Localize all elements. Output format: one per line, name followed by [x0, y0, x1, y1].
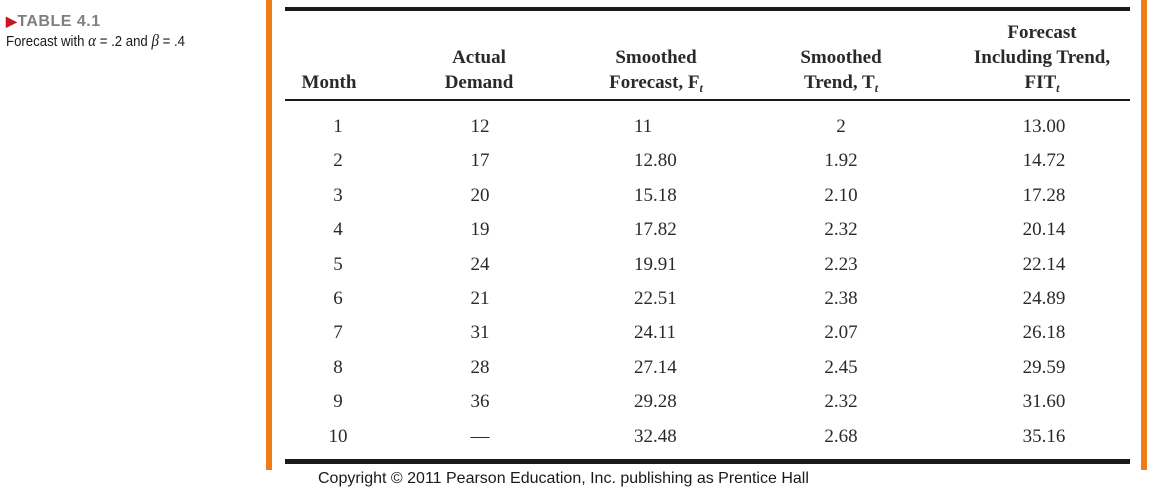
cell-trend: 2.32	[824, 391, 858, 413]
frame-left-border	[266, 0, 272, 470]
table-row: 4 19 17.82 2.32 20.14	[0, 213, 1153, 247]
cell-forecast: 12.80	[634, 150, 677, 172]
cell-trend: 2.07	[824, 322, 858, 344]
cell-trend: 2	[836, 116, 846, 137]
cell-trend: 1.92	[824, 150, 858, 172]
table-row: 5 24 19.91 2.23 22.14	[0, 248, 1153, 282]
cell-forecast: 15.18	[634, 184, 677, 206]
table-row: 2 17 12.80 1.92 14.72	[0, 144, 1153, 178]
cell-trend: 2.10	[824, 184, 858, 206]
cell-demand: 20	[470, 184, 490, 206]
cell-trend: 2.45	[824, 356, 858, 378]
cell-trend: 2.23	[824, 253, 858, 275]
cell-trend: 2.32	[824, 219, 858, 241]
cell-month: 10	[328, 425, 348, 447]
table-label: ▶TABLE 4.1	[6, 12, 209, 31]
cell-fit: 14.72	[1022, 150, 1066, 172]
cell-forecast: 19.91	[634, 253, 677, 275]
header-forecast-line1: Smoothed	[615, 47, 697, 68]
alpha-value: = .2 and	[96, 33, 152, 50]
cell-fit: 29.59	[1022, 356, 1066, 378]
table-top-rule	[285, 7, 1130, 11]
cell-forecast: 17.82	[634, 219, 677, 241]
header-forecast-subscript: t	[699, 81, 703, 95]
frame-right-border	[1141, 0, 1147, 470]
cell-demand: 24	[470, 253, 490, 275]
cell-fit: 31.60	[1022, 391, 1066, 413]
cell-forecast: 32.48	[634, 425, 677, 447]
cell-month: 4	[333, 219, 343, 241]
cell-fit: 35.16	[1022, 425, 1066, 447]
header-demand-line1: Actual	[452, 47, 506, 68]
header-trend-line2: Trend, Tt	[770, 70, 912, 95]
table-row: 7 31 24.11 2.07 26.18	[0, 316, 1153, 350]
cell-month: 8	[333, 356, 343, 378]
cell-demand: 31	[470, 322, 490, 344]
beta-symbol: β	[151, 31, 159, 50]
table-caption: ▶TABLE 4.1 Forecast with α = .2 and β = …	[6, 12, 209, 51]
header-month: Month	[286, 70, 372, 95]
cell-month: 1	[333, 116, 343, 137]
alpha-symbol: α	[88, 31, 97, 50]
header-forecast-including-trend: Forecast Including Trend, FITt	[950, 20, 1134, 95]
table-row: 1 12 11 2 13.00	[0, 110, 1153, 144]
cell-month: 5	[333, 253, 343, 275]
table-label-text: TABLE 4.1	[17, 13, 101, 30]
header-forecast-line2: Forecast, Ft	[580, 70, 732, 95]
table-row: 9 36 29.28 2.32 31.60	[0, 385, 1153, 419]
header-trend-line2-text: Trend, T	[803, 72, 875, 93]
cell-month: 6	[333, 287, 343, 309]
table-body: 1 12 11 2 13.00 2 17 12.80 1.92 14.72 3 …	[0, 110, 1153, 454]
header-forecast-line2-text: Forecast, F	[609, 72, 700, 93]
cell-month: 2	[333, 150, 343, 172]
cell-fit: 26.18	[1022, 322, 1066, 344]
cell-fit: 17.28	[1022, 184, 1066, 206]
table-row: 3 20 15.18 2.10 17.28	[0, 179, 1153, 213]
cell-demand: 28	[470, 356, 490, 378]
cell-forecast: 11	[634, 116, 653, 137]
header-demand-line2: Demand	[444, 72, 514, 93]
header-trend-subscript: t	[874, 81, 879, 95]
cell-month: 9	[333, 391, 343, 413]
header-fit-line3: FITt	[950, 70, 1134, 95]
table-header-rule	[285, 99, 1130, 101]
cell-trend: 2.68	[824, 425, 858, 447]
cell-fit: 22.14	[1022, 253, 1066, 275]
header-smoothed-trend: Smoothed Trend, Tt	[770, 45, 912, 95]
cell-demand: —	[470, 425, 490, 447]
header-trend-line1: Smoothed	[800, 47, 882, 68]
beta-value: = .4	[158, 33, 185, 50]
cell-trend: 2.38	[824, 287, 858, 309]
table-row: 8 28 27.14 2.45 29.59	[0, 351, 1153, 385]
cell-demand: 36	[470, 391, 490, 413]
subtitle-prefix: Forecast with	[6, 33, 89, 50]
cell-forecast: 24.11	[634, 322, 677, 344]
table-row: 10 — 32.48 2.68 35.16	[0, 420, 1153, 454]
header-fit-line3-text: FIT	[1024, 72, 1057, 93]
cell-fit: 20.14	[1022, 219, 1066, 241]
cell-demand: 12	[470, 116, 490, 137]
header-actual-demand: Actual Demand	[414, 45, 544, 95]
cell-demand: 21	[470, 287, 490, 309]
cell-forecast: 22.51	[634, 287, 677, 309]
header-fit-line1: Forecast	[1007, 22, 1077, 43]
header-month-label: Month	[301, 72, 357, 93]
cell-month: 3	[333, 184, 343, 206]
table-subtitle: Forecast with α = .2 and β = .4	[6, 32, 185, 51]
cell-demand: 19	[470, 219, 490, 241]
table-row: 6 21 22.51 2.38 24.89	[0, 282, 1153, 316]
header-fit-subscript: t	[1056, 81, 1060, 95]
table-bottom-rule	[285, 459, 1130, 464]
cell-fit: 13.00	[1022, 116, 1066, 137]
header-smoothed-forecast: Smoothed Forecast, Ft	[580, 45, 732, 95]
cell-demand: 17	[470, 150, 490, 172]
header-fit-line2: Including Trend,	[973, 47, 1111, 68]
cell-forecast: 29.28	[634, 391, 677, 413]
triangle-right-icon: ▶	[6, 13, 18, 29]
cell-forecast: 27.14	[634, 356, 677, 378]
cell-month: 7	[333, 322, 343, 344]
cell-fit: 24.89	[1022, 287, 1066, 309]
copyright-notice: Copyright © 2011 Pearson Education, Inc.…	[318, 470, 809, 487]
